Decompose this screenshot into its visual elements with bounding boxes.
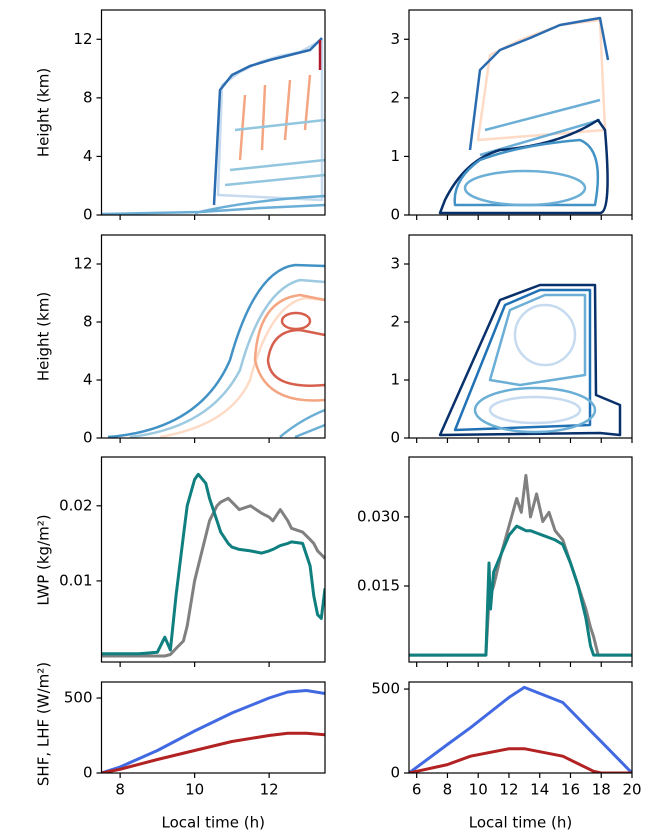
y-axis-label: Height (km) [35,68,53,157]
plot-area [409,685,632,773]
y-tick-label: 12 [73,255,92,273]
x-tick-label: 10 [185,781,204,799]
line [409,524,632,657]
y-tick-label: 500 [371,680,400,698]
y-tick-label: 0.01 [59,571,92,589]
y-tick-label: 0 [390,429,400,447]
y-tick-label: 12 [73,30,92,48]
line [409,747,632,773]
axes-frame [100,9,326,216]
axes-frame [408,234,633,439]
axes-frame [408,681,633,774]
x-tick-label: 12 [260,781,279,799]
x-axis-label: Local time (h) [469,814,573,832]
axes-frame [100,234,326,439]
y-axis-label: LWP (kg/m²) [35,514,53,605]
y-tick-label: 0 [83,764,93,782]
y-tick-label: 4 [83,147,93,165]
x-tick-label: 12 [499,781,518,799]
x-tick-label: 8 [443,781,453,799]
y-tick-label: 4 [83,371,93,389]
line [409,685,632,773]
axes-frame [100,681,326,774]
y-axis-label: SHF, LHF (W/m²) [35,662,53,786]
line [409,473,632,657]
y-tick-label: 0 [83,206,93,224]
y-tick-label: 500 [64,689,93,707]
y-tick-label: 2 [390,88,400,106]
x-tick-label: 8 [115,781,125,799]
y-tick-label: 1 [390,371,400,389]
y-tick-label: 3 [390,30,400,48]
plot-area [101,689,325,773]
line [101,689,325,773]
axes-frame [408,456,633,663]
y-tick-label: 0.015 [357,576,400,594]
y-tick-label: 1 [390,147,400,165]
y-tick-label: 0 [83,429,93,447]
y-axis-label: Height (km) [35,292,53,381]
line [101,731,325,773]
line [101,496,325,658]
x-tick-label: 16 [561,781,580,799]
x-tick-label: 10 [469,781,488,799]
axes-frame [100,456,326,663]
x-tick-label: 6 [412,781,422,799]
x-tick-label: 14 [530,781,549,799]
plot-area [409,473,632,657]
x-axis-label: Local time (h) [161,814,265,832]
y-tick-label: 8 [83,313,93,331]
axes-frame [408,9,633,216]
y-tick-label: 0.02 [59,496,92,514]
y-tick-label: 3 [390,255,400,273]
y-tick-label: 0.030 [357,507,400,525]
x-tick-label: 20 [622,781,641,799]
y-tick-label: 8 [83,88,93,106]
y-tick-label: 2 [390,313,400,331]
plot-area [101,472,325,658]
x-tick-label: 18 [592,781,611,799]
y-tick-label: 0 [390,764,400,782]
contour-decoration [100,16,622,439]
y-tick-label: 0 [390,206,400,224]
line [101,472,325,656]
